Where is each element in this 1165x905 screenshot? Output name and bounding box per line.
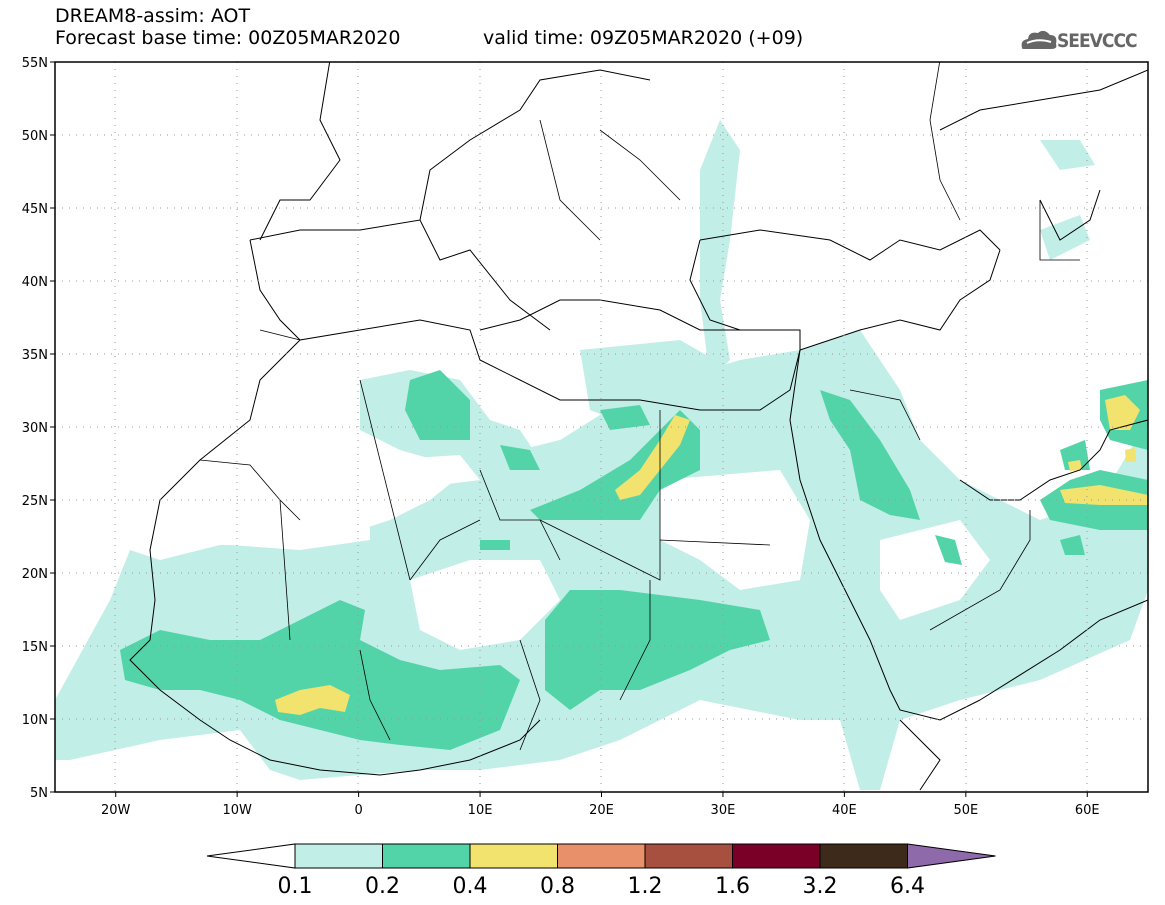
lon-tick-label: 20E [589,803,614,818]
lon-tick-label: 10W [222,803,252,818]
lat-tick-label: 20N [22,567,48,582]
colorbar-label: 0.1 [278,874,313,899]
lon-tick-label: 40E [832,803,857,818]
coastlines [129,62,1148,791]
lat-tick-label: 30N [22,421,48,436]
colorbar-label: 0.8 [540,874,575,899]
colorbar-label: 1.6 [715,874,750,899]
lon-tick-label: 50E [953,803,978,818]
lat-tick-label: 10N [22,713,48,728]
colorbar-label: 1.2 [628,874,663,899]
lon-tick-label: 30E [711,803,736,818]
lon-tick-label: 20W [101,803,131,818]
lat-tick-label: 35N [22,348,48,363]
colorbar-label: 6.4 [890,874,925,899]
colorbar-swatch [294,843,383,869]
lon-tick-label: 10E [468,803,493,818]
aot-level-mid [120,370,1148,750]
lat-tick-label: 55N [22,56,48,71]
colorbar-swatch [469,843,558,869]
colorbar-label: 0.2 [365,874,400,899]
lat-tick-label: 45N [22,202,48,217]
valid-time: valid time: 09Z05MAR2020 (+09) [483,27,804,49]
seevccc-logo [1021,30,1057,49]
lat-tick-label: 40N [22,275,48,290]
colorbar-swatch [557,843,646,869]
aot-fields [55,62,1148,792]
lon-tick-label: 0 [354,803,362,818]
lat-tick-label: 25N [22,494,48,509]
colorbar-swatch [819,843,908,869]
logo-text: SEEVCCC [1057,30,1138,52]
lon-tick-label: 60E [1075,803,1100,818]
lon-ticks: 20W 10W 0 10E 20E 30E 40E 50E 60E [101,792,1100,818]
forecast-base-time: Forecast base time: 00Z05MAR2020 [55,27,401,49]
lat-tick-label: 50N [22,129,48,144]
colorbar-arrow-high [907,843,996,869]
lat-ticks: 55N 50N 45N 40N 35N 30N 25N 20N 15N 10N 5N [22,56,55,801]
colorbar-swatch [382,843,471,869]
colorbar-swatch [732,843,821,869]
country-borders [199,62,1080,751]
colorbar-label: 0.4 [453,874,488,899]
lat-tick-label: 15N [22,640,48,655]
graticule [55,62,1148,792]
colorbar-arrow-low [206,843,296,869]
colorbar-label: 3.2 [803,874,838,899]
map-title: DREAM8-assim: AOT [55,5,251,27]
aot-level-clear [170,455,990,650]
lat-tick-label: 5N [30,786,48,801]
colorbar-swatch [644,843,733,869]
